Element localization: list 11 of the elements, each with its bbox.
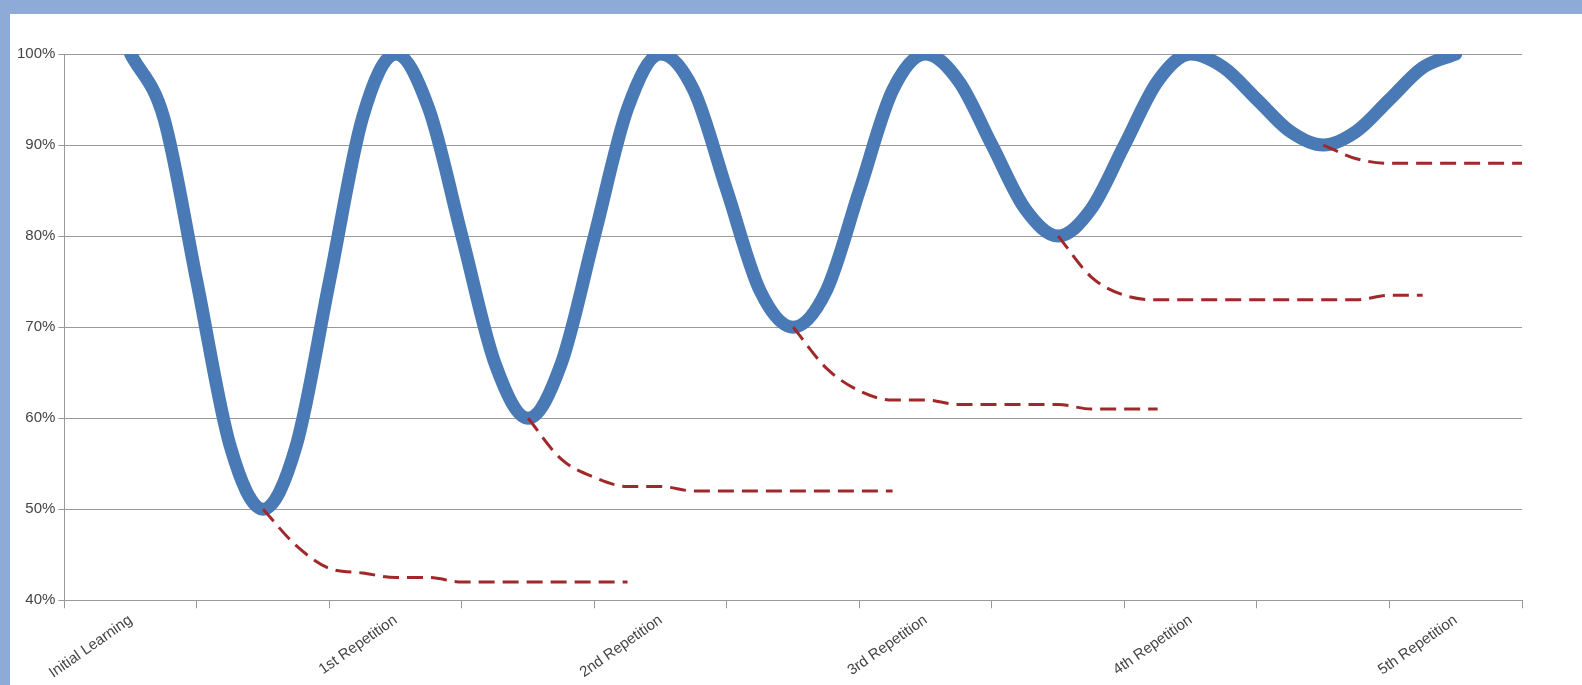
y-tick-label: 90% [25, 135, 56, 153]
y-tick-label: 60% [25, 408, 56, 426]
y-tick-label: 100% [16, 44, 56, 62]
line-series [1056, 234, 1425, 302]
y-tick-label: 70% [25, 317, 56, 335]
line-series [526, 416, 895, 493]
y-tick-label: 50% [25, 499, 56, 517]
y-tick-label: 40% [25, 590, 56, 608]
line-series [261, 507, 630, 584]
y-tick-label: 80% [25, 226, 56, 244]
line-series [791, 325, 1160, 411]
